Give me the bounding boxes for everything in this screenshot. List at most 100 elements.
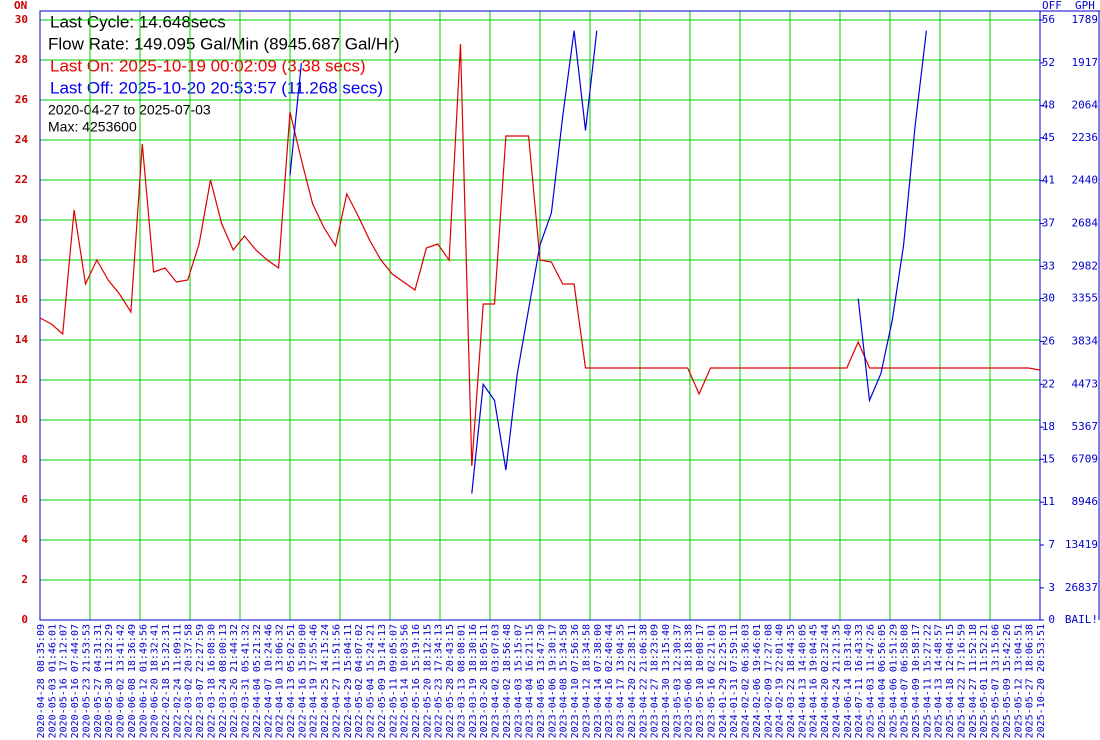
y-tick-label: 20 — [15, 213, 28, 226]
gph-tick-label: 1789 — [1072, 13, 1099, 26]
gph-tick-label: BAIL! — [1065, 613, 1098, 626]
x-tick-label: 2022-05-20 18:12:15 — [422, 624, 433, 738]
x-tick-label: 2025-05-12 13:04:51 — [1013, 624, 1024, 738]
x-tick-label: 2020-06-20 18:32:41 — [150, 624, 161, 738]
x-tick-label: 2025-04-07 06:58:08 — [900, 624, 911, 738]
x-tick-label: 2020-06-12 01:49:56 — [138, 624, 149, 738]
x-tick-label: 2022-04-19 17:55:46 — [309, 624, 320, 738]
y2-tick-label: 15 — [1042, 452, 1055, 465]
x-tick-label: 2023-04-14 07:38:00 — [593, 624, 604, 738]
x-tick-label: 2024-02-09 17:27:08 — [763, 624, 774, 738]
x-tick-label: 2022-03-18 16:08:30 — [206, 624, 217, 738]
x-tick-label: 2025-04-13 14:48:57 — [934, 624, 945, 738]
x-tick-label: 2025-04-03 11:47:26 — [866, 624, 877, 738]
x-tick-label: 2020-04-28 08:35:09 — [36, 624, 47, 738]
gph-tick-label: 8946 — [1072, 495, 1099, 508]
x-tick-label: 2022-05-04 15:24:21 — [366, 624, 377, 738]
gph-tick-label: 2440 — [1072, 174, 1099, 187]
x-tick-label: 2022-03-31 05:41:32 — [241, 624, 252, 738]
x-tick-label: 2020-05-30 11:32:29 — [104, 624, 115, 738]
x-tick-label: 2023-05-10 10:08:17 — [695, 624, 706, 738]
x-tick-label: 2023-03-26 18:05:11 — [479, 624, 490, 738]
x-tick-label: 2023-04-03 15:15:07 — [513, 624, 524, 738]
gph-tick-label: 1917 — [1072, 56, 1099, 69]
y2-tick-label: 37 — [1042, 217, 1055, 230]
x-tick-label: 2025-04-09 10:58:17 — [911, 624, 922, 738]
x-tick-label: 2024-03-22 18:44:35 — [786, 624, 797, 738]
x-tick-label: 2024-06-14 10:31:40 — [843, 624, 854, 738]
x-tick-label: 2024-02-06 19:46:01 — [752, 624, 763, 738]
x-tick-label: 2025-05-27 18:06:38 — [1025, 624, 1036, 738]
y-tick-label: 8 — [21, 453, 28, 466]
y-tick-label: 14 — [15, 333, 29, 346]
x-tick-label: 2022-05-23 17:34:13 — [434, 624, 445, 738]
x-tick-label: 2022-04-27 11:51:56 — [331, 624, 342, 738]
x-tick-label: 2025-05-01 11:52:21 — [979, 624, 990, 738]
x-tick-label: 2022-05-11 09:05:07 — [388, 624, 399, 738]
series-line — [40, 43, 1040, 467]
x-tick-label: 2023-03-13 08:08:01 — [456, 624, 467, 738]
x-tick-label: 2020-06-08 18:36:49 — [127, 624, 138, 738]
x-tick-label: 2022-04-29 15:04:11 — [343, 624, 354, 738]
y-tick-label: 28 — [15, 53, 28, 66]
x-tick-label: 2022-03-24 08:00:13 — [218, 624, 229, 738]
x-tick-label: 2022-05-14 10:03:56 — [400, 624, 411, 738]
x-tick-label: 2023-04-02 03:07:03 — [491, 624, 502, 738]
x-tick-label: 2022-04-04 05:21:32 — [252, 624, 263, 738]
x-tick-label: 2025-10-20 20:53:51 — [1036, 624, 1047, 738]
x-tick-label: 2022-04-13 05:02:51 — [286, 624, 297, 738]
y2-tick-label: 7 — [1048, 538, 1055, 551]
y2-tick-label: 41 — [1042, 174, 1055, 187]
gph-tick-label: 4473 — [1072, 377, 1099, 390]
x-tick-label: 2023-04-05 13:47:30 — [536, 624, 547, 738]
x-tick-label: 2022-02-24 11:09:11 — [172, 624, 183, 738]
y-tick-label: 30 — [15, 13, 28, 26]
x-tick-label: 2022-04-07 10:24:46 — [263, 624, 274, 738]
gph-tick-label: 3355 — [1072, 292, 1099, 305]
gph-tick-label: 26837 — [1065, 581, 1098, 594]
x-tick-label: 2023-05-16 02:21:01 — [706, 624, 717, 738]
x-tick-label: 2024-04-24 21:21:35 — [831, 624, 842, 738]
max-value: Max: 4253600 — [48, 119, 137, 135]
x-tick-label: 2025-04-06 01:51:29 — [888, 624, 899, 738]
x-tick-label: 2022-02-18 15:32:31 — [161, 624, 172, 738]
x-tick-label: 2023-05-06 18:18:38 — [684, 624, 695, 738]
y2-axis-label: OFF — [1042, 0, 1062, 12]
x-tick-label: 2025-05-09 15:42:26 — [1002, 624, 1013, 738]
y-tick-label: 0 — [21, 613, 28, 626]
gph-tick-label: 13419 — [1065, 538, 1098, 551]
last-off: Last Off: 2025-10-20 20:53:57 (11.268 se… — [50, 78, 383, 97]
x-tick-label: 2023-03-19 18:30:16 — [468, 624, 479, 738]
x-tick-label: 2023-04-17 13:04:35 — [616, 624, 627, 738]
gph-tick-label: 3834 — [1072, 334, 1099, 347]
flow-rate: Flow Rate: 149.095 Gal/Min (8945.687 Gal… — [48, 34, 400, 53]
y-tick-label: 10 — [15, 413, 28, 426]
gph-axis-label: GPH — [1075, 0, 1095, 12]
x-tick-label: 2023-04-08 15:34:58 — [559, 624, 570, 738]
x-tick-label: 2022-03-07 22:27:59 — [195, 624, 206, 738]
x-tick-label: 2022-05-02 04:07:02 — [354, 624, 365, 738]
plot-lines — [40, 30, 1040, 494]
x-tick-label: 2024-01-31 07:59:11 — [729, 624, 740, 738]
gph-tick-label: 2684 — [1072, 217, 1099, 230]
x-tick-label: 2025-04-04 06:56:05 — [877, 624, 888, 738]
y2-tick-label: 33 — [1042, 259, 1055, 272]
gph-tick-label: 2982 — [1072, 259, 1099, 272]
y-tick-label: 18 — [15, 253, 28, 266]
x-tick-label: 2020-05-16 07:44:07 — [70, 624, 81, 738]
x-tick-label: 2023-04-12 18:34:58 — [581, 624, 592, 738]
x-tick-label: 2020-05-27 04:31:31 — [93, 624, 104, 738]
x-tick-label: 2020-05-23 21:53:53 — [81, 624, 92, 738]
y2-tick-label: 26 — [1042, 334, 1055, 347]
y2-tick-label: 30 — [1042, 292, 1055, 305]
y-tick-label: 6 — [21, 493, 28, 506]
y-tick-label: 26 — [15, 93, 29, 106]
series-line — [289, 30, 927, 494]
last-on: Last On: 2025-10-19 00:02:09 (3.38 secs) — [50, 56, 366, 75]
x-tick-label: 2020-06-02 13:41:42 — [116, 624, 127, 738]
x-tick-label: 2020-05-16 17:12:07 — [59, 624, 70, 738]
y-axis-label: ON — [14, 0, 27, 12]
x-tick-label: 2023-05-03 12:30:37 — [672, 624, 683, 738]
y-tick-label: 16 — [15, 293, 29, 306]
x-tick-label: 2020-05-03 01:46:01 — [47, 624, 58, 738]
